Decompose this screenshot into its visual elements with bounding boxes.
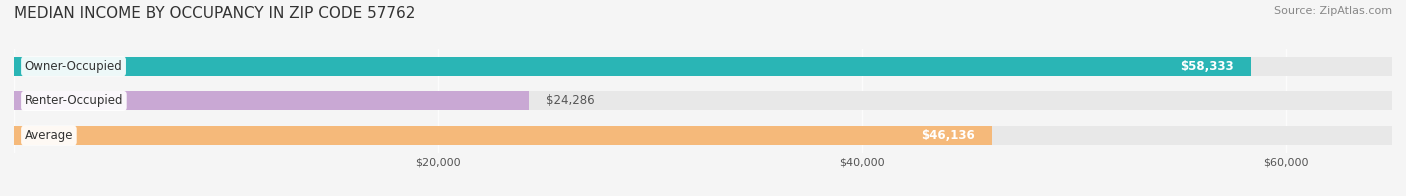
Text: Average: Average (25, 129, 73, 142)
Bar (14, 91, 1392, 111)
Text: $58,333: $58,333 (1180, 60, 1233, 73)
Bar (14, 57, 1392, 76)
Text: $46,136: $46,136 (921, 129, 976, 142)
Text: Renter-Occupied: Renter-Occupied (25, 94, 124, 107)
Text: $24,286: $24,286 (546, 94, 595, 107)
Bar (14, 126, 1392, 145)
Bar (14, 91, 529, 111)
Text: Owner-Occupied: Owner-Occupied (25, 60, 122, 73)
Text: MEDIAN INCOME BY OCCUPANCY IN ZIP CODE 57762: MEDIAN INCOME BY OCCUPANCY IN ZIP CODE 5… (14, 6, 415, 21)
Bar (14, 57, 1250, 76)
Bar (14, 126, 993, 145)
Text: Source: ZipAtlas.com: Source: ZipAtlas.com (1274, 6, 1392, 16)
